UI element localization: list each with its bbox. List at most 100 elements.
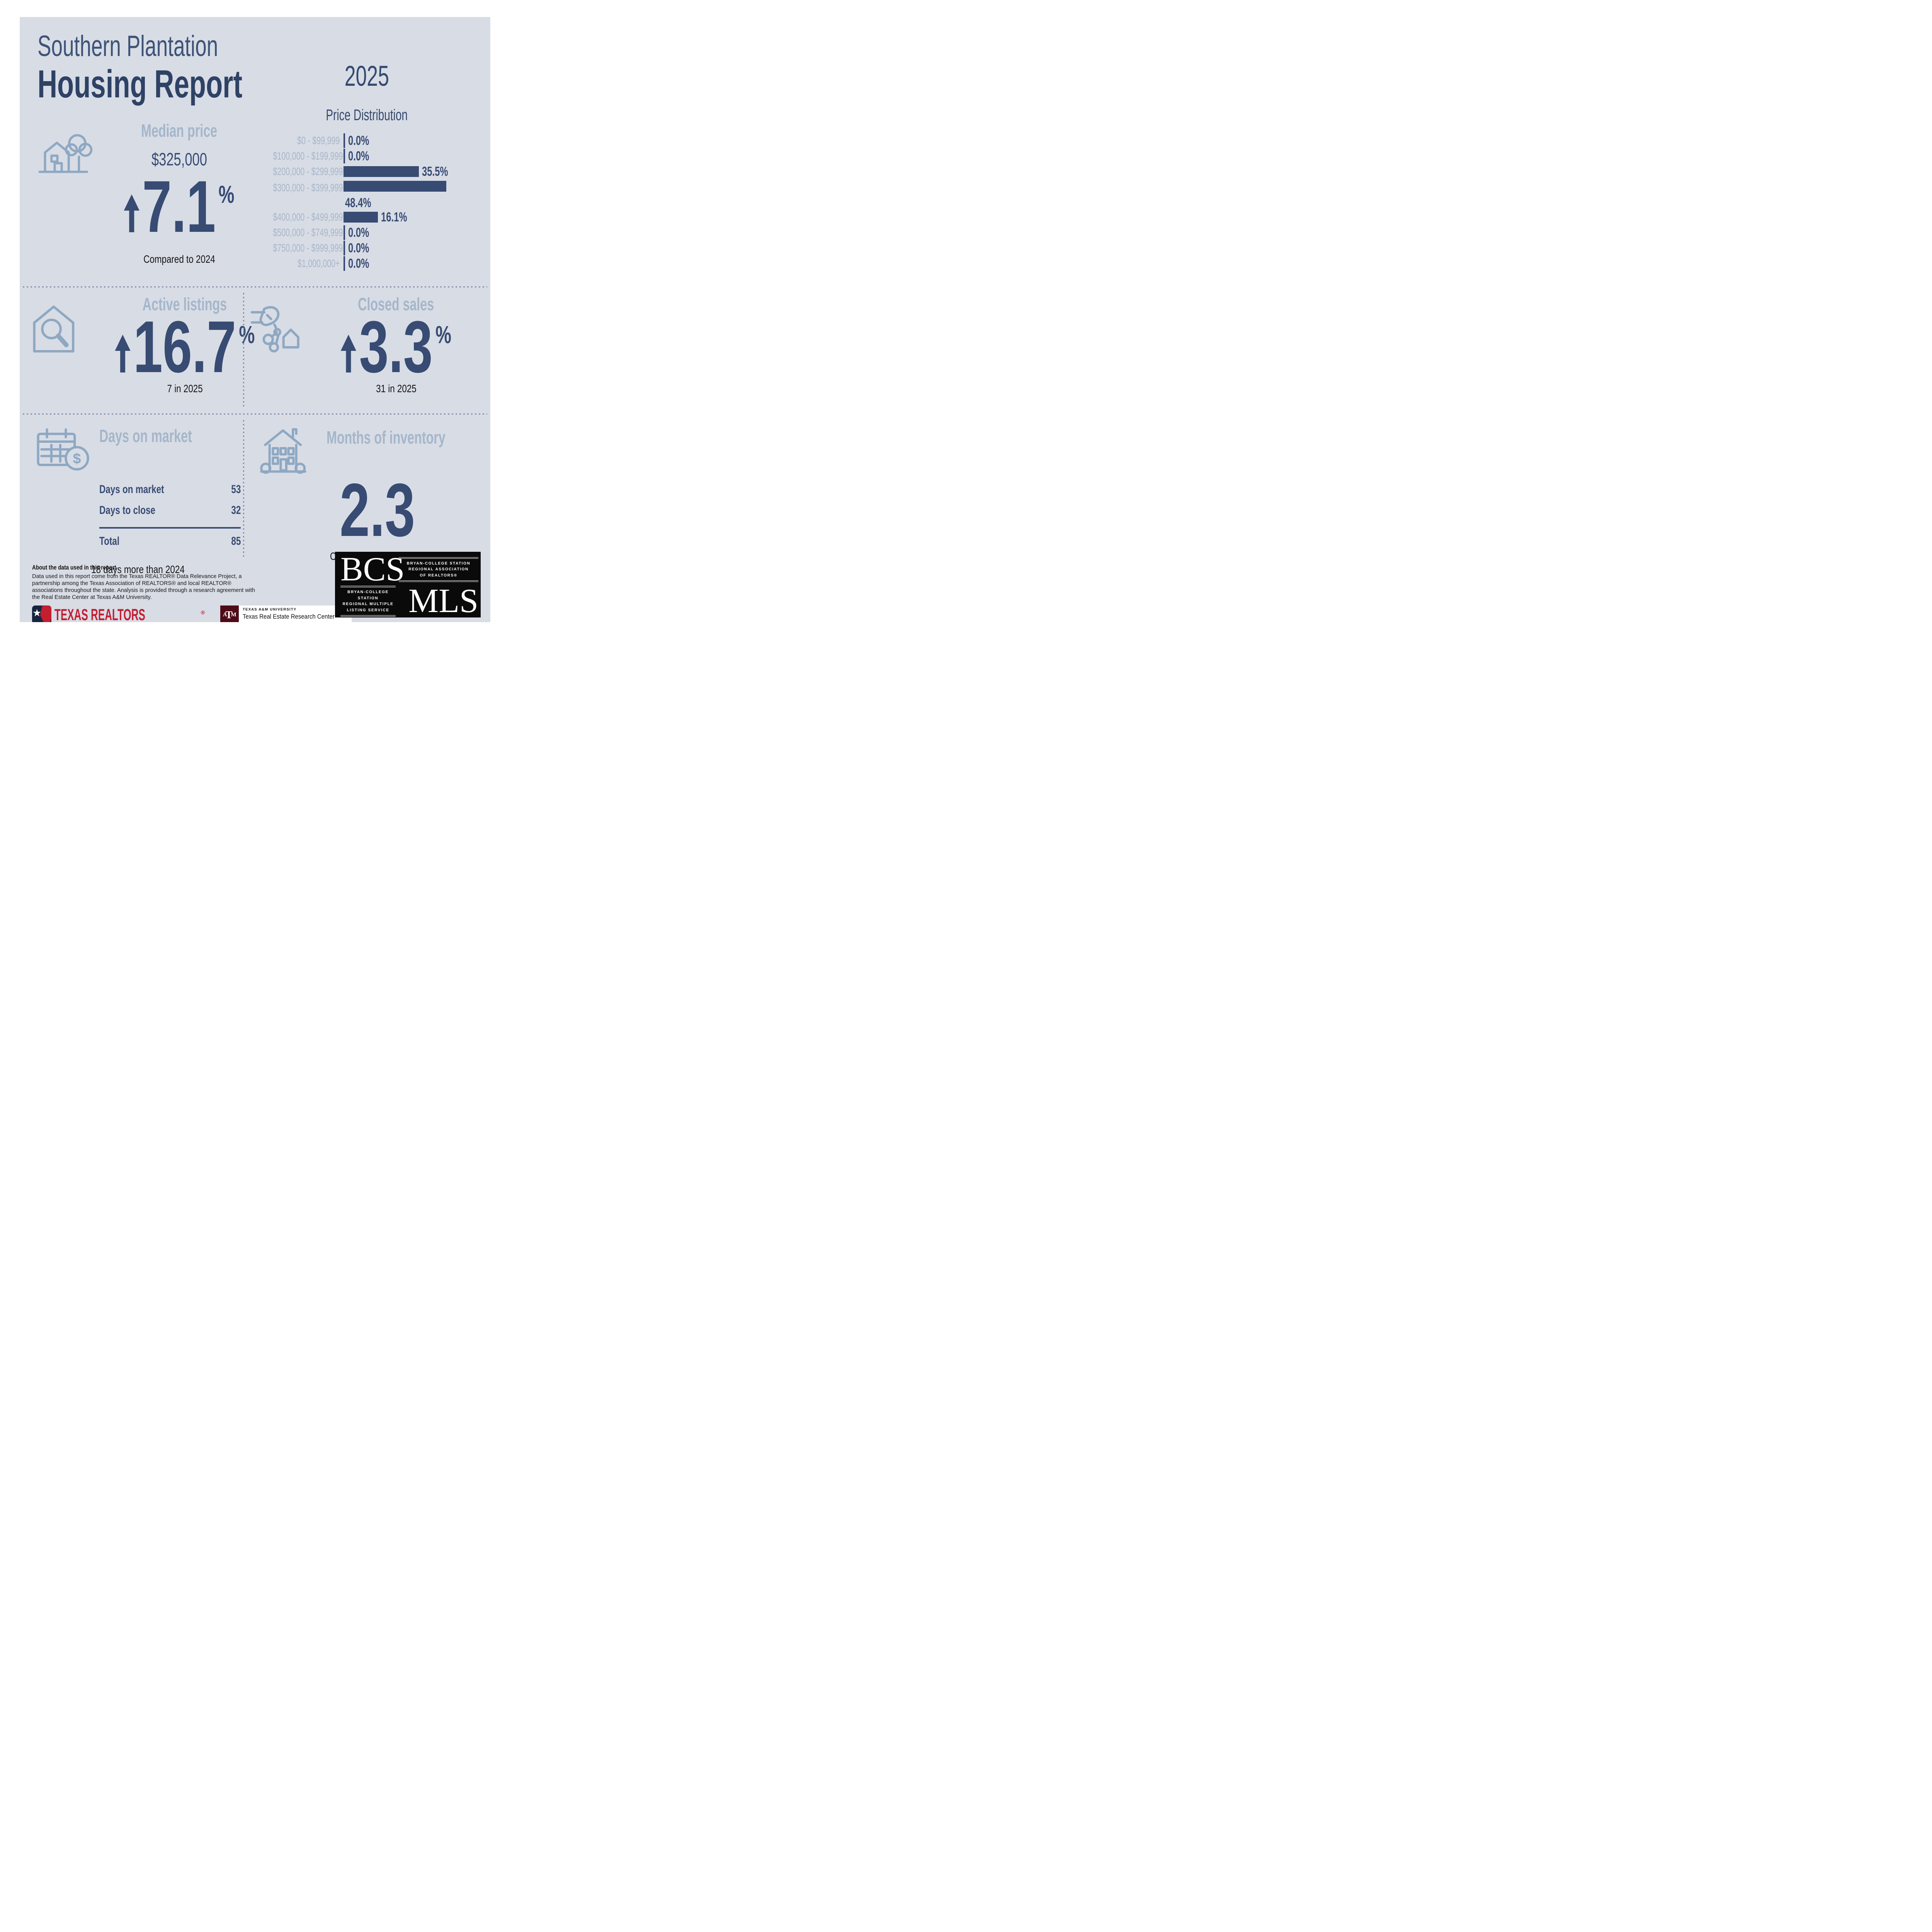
median-price-change: 7.1 % xyxy=(124,166,235,248)
house-tree-icon xyxy=(37,122,102,265)
bcs-mls-lines: BRYAN-COLLEGE STATION REGIONAL MULTIPLE … xyxy=(340,586,396,617)
report-year: 2025 xyxy=(344,60,389,92)
price-range-row: $500,000 - $749,999 0.0% xyxy=(243,225,486,240)
top-section: Southern Plantation Housing Report xyxy=(20,17,490,286)
closed-sales-heading: Closed sales xyxy=(358,294,434,314)
about-heading: About the data used in this report xyxy=(32,564,116,571)
days-on-market-table: Days on market 53 Days to close 32 Total… xyxy=(99,483,241,548)
median-price-body: Median price $325,000 7.1 % Compared to … xyxy=(102,122,283,265)
price-range-row: $300,000 - $399,999 48.4% xyxy=(243,179,486,210)
texas-realtors-wordmark: TEXAS REALTORS ® xyxy=(54,605,205,622)
row-value: 53 xyxy=(231,483,241,496)
table-row: Days on market 53 xyxy=(99,483,241,496)
price-range-label: $500,000 - $749,999 xyxy=(273,226,343,238)
up-arrow-icon xyxy=(341,335,357,372)
price-range-row: $1,000,000+ 0.0% xyxy=(243,256,486,271)
calendar-dollar-icon: $ xyxy=(34,424,99,477)
title-and-median-block: Southern Plantation Housing Report xyxy=(20,17,243,286)
median-price-heading: Median price xyxy=(141,121,217,141)
price-range-bar xyxy=(344,212,378,223)
texas-realtors-flag-icon: ★ xyxy=(32,605,51,622)
bcs-line: OF REALTORS® xyxy=(420,573,457,578)
price-range-bar xyxy=(344,133,345,148)
median-price-value: $325,000 xyxy=(151,149,207,169)
hand-keys-icon xyxy=(243,295,315,413)
report-title-text: Housing Report xyxy=(37,63,243,106)
bcs-line: REGIONAL MULTIPLE xyxy=(342,602,394,607)
lower-section: $ Days on market Days on market 53 Days … xyxy=(20,415,490,575)
total-value: 85 xyxy=(231,535,241,548)
price-range-row: $0 - $99,999 0.0% xyxy=(243,133,486,148)
median-price-caption: Compared to 2024 xyxy=(143,253,215,265)
price-range-label: $0 - $99,999 xyxy=(297,134,340,146)
price-range-row: $100,000 - $199,999 0.0% xyxy=(243,148,486,164)
days-on-market-caption: 18 days more than 2024 xyxy=(91,563,185,575)
price-distribution-heading: Price Distribution xyxy=(326,107,408,124)
price-range-label: $100,000 - $199,999 xyxy=(273,150,343,162)
price-range-row: $750,000 - $999,999 0.0% xyxy=(243,240,486,256)
tamu-university-label: TEXAS A&M UNIVERSITY xyxy=(243,607,297,612)
bcs-abbr: BCS xyxy=(340,551,405,588)
apartment-building-icon xyxy=(259,422,327,476)
active-listings-change: 16.7 % xyxy=(115,306,255,388)
footer-section: About the data used in this report Data … xyxy=(20,562,490,622)
percent-sign: % xyxy=(218,180,235,208)
active-listings-card: Active listings 16.7 % 7 in 2025 xyxy=(20,287,255,413)
active-listings-body: Active listings 16.7 % 7 in 2025 xyxy=(88,295,295,413)
price-range-bar xyxy=(344,149,345,163)
mls-abbr: MLS xyxy=(408,582,478,620)
price-range-value: 0.0% xyxy=(348,240,369,255)
price-range-value: 35.5% xyxy=(422,164,448,179)
active-listings-change-number: 16.7 xyxy=(133,306,236,388)
row-value: 32 xyxy=(231,504,241,517)
months-of-inventory-heading: Months of inventory xyxy=(327,427,446,447)
tamu-text-block: TEXAS A&M UNIVERSITY Texas Real Estate R… xyxy=(239,605,352,622)
active-listings-heading: Active listings xyxy=(143,294,227,314)
price-range-value: 16.1% xyxy=(381,209,407,224)
price-range-value: 48.4% xyxy=(345,196,371,210)
price-range-label: $1,000,000+ xyxy=(297,257,340,269)
price-range-label: $200,000 - $299,999 xyxy=(273,165,343,177)
price-range-value: 0.0% xyxy=(348,148,369,163)
row-label: Days to close xyxy=(99,504,156,517)
price-range-label: $750,000 - $999,999 xyxy=(273,242,343,254)
active-listings-caption: 7 in 2025 xyxy=(167,383,203,395)
closed-sales-body: Closed sales 3.3 % 31 in 2025 xyxy=(315,295,490,413)
price-range-row: $200,000 - $299,999 35.5% xyxy=(243,164,486,179)
report-subtitle: Southern Plantation xyxy=(37,32,243,61)
house-search-icon xyxy=(20,295,88,413)
dollar-glyph: $ xyxy=(73,450,81,466)
percent-sign: % xyxy=(239,321,255,349)
bcs-line: BRYAN-COLLEGE STATION xyxy=(406,561,471,566)
bcs-line: BRYAN-COLLEGE STATION xyxy=(347,590,389,600)
days-on-market-card: $ Days on market Days on market 53 Days … xyxy=(20,415,243,576)
days-on-market-heading: Days on market xyxy=(99,426,192,446)
median-price-section: Median price $325,000 7.1 % Compared to … xyxy=(37,122,243,265)
report-title: Housing Report xyxy=(37,65,243,104)
middle-section: Active listings 16.7 % 7 in 2025 xyxy=(20,287,490,413)
dotted-divider xyxy=(23,286,487,287)
bcs-line: LISTING SERVICE xyxy=(347,608,389,612)
months-of-inventory-card: Months of inventory 2.3 Compared to 2.4 … xyxy=(243,415,490,576)
months-of-inventory-value: 2.3 xyxy=(340,468,415,552)
price-distribution-chart: $0 - $99,999 0.0% $100,000 - $199,999 0.… xyxy=(243,133,490,271)
dotted-divider xyxy=(23,413,487,415)
texas-realtors-logo: ★ TEXAS REALTORS ® xyxy=(32,605,205,622)
closed-sales-card: Closed sales 3.3 % 31 in 2025 xyxy=(243,287,490,413)
bcs-association-lines: BRYAN-COLLEGE STATION REGIONAL ASSOCIATI… xyxy=(399,557,478,582)
up-arrow-icon xyxy=(124,194,139,232)
bcs-line: REGIONAL ASSOCIATION xyxy=(408,567,469,572)
price-range-bar xyxy=(344,256,345,271)
price-range-row: $400,000 - $499,999 16.1% xyxy=(243,209,486,225)
housing-report-panel: Southern Plantation Housing Report xyxy=(20,17,490,622)
bcs-mls-logo: BCS BRYAN-COLLEGE STATION REGIONAL ASSOC… xyxy=(335,551,481,620)
price-range-bar xyxy=(344,166,419,177)
table-total-row: Total 85 xyxy=(99,535,241,548)
about-body: Data used in this report come from the T… xyxy=(32,573,255,601)
price-range-bar xyxy=(344,225,345,240)
price-range-bar xyxy=(344,181,446,192)
median-price-change-number: 7.1 xyxy=(142,166,216,248)
